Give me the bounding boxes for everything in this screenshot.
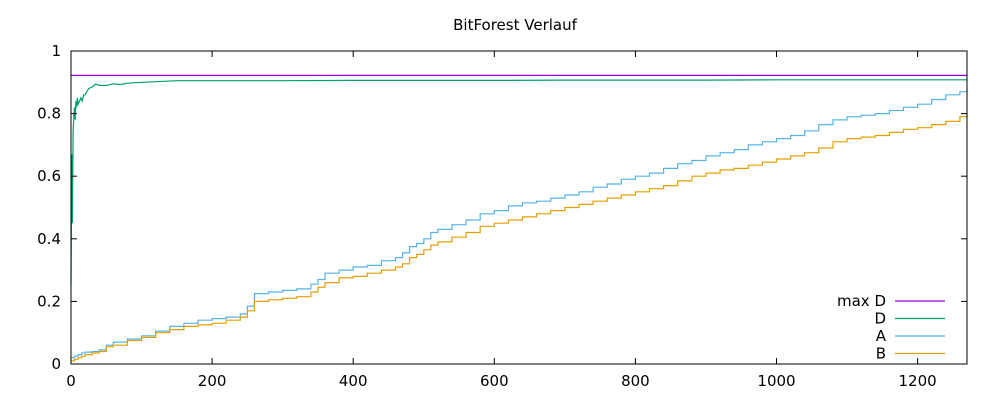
legend-label-max-d: max D xyxy=(837,292,886,310)
series-line-a xyxy=(71,88,968,359)
legend-label-d: D xyxy=(874,310,886,328)
x-tick-label: 1000 xyxy=(757,372,795,390)
y-tick-label: 1 xyxy=(51,42,61,60)
y-tick-label: 0.4 xyxy=(37,230,61,248)
plot-frame xyxy=(70,50,968,365)
axes-layer: 0 200 400 600 800 1000 1200 0 0.2 0.4 0.6 0.8 1 xyxy=(37,42,968,390)
x-tick-label: 1200 xyxy=(899,372,937,390)
y-tick-label: 0.8 xyxy=(37,105,61,123)
legend-label-b: B xyxy=(876,345,886,363)
chart-title: BitForest Verlauf xyxy=(453,16,577,34)
series-line-b xyxy=(71,113,968,362)
series-layer xyxy=(70,74,968,362)
y-tick-label: 0.2 xyxy=(37,292,61,310)
x-tick-label: 800 xyxy=(621,372,650,390)
x-tick-label: 0 xyxy=(66,372,76,390)
series-line-d xyxy=(70,79,967,286)
x-tick-label: 400 xyxy=(339,372,368,390)
y-tick-label: 0 xyxy=(51,355,61,373)
x-tick-label: 200 xyxy=(198,372,227,390)
x-tick-label: 600 xyxy=(480,372,509,390)
y-tick-label: 0.6 xyxy=(37,167,61,185)
legend-label-a: A xyxy=(876,327,887,345)
